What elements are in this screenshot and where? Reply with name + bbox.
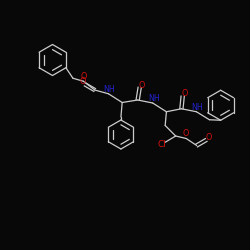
Text: O: O — [80, 72, 86, 81]
Text: NH: NH — [192, 103, 203, 112]
Text: O: O — [206, 133, 212, 142]
Text: NH: NH — [103, 85, 115, 94]
Text: O: O — [80, 78, 86, 86]
Text: NH: NH — [148, 94, 160, 103]
Text: O: O — [181, 89, 188, 98]
Text: O: O — [138, 80, 144, 90]
Text: Cl: Cl — [158, 140, 166, 149]
Text: O: O — [183, 130, 189, 138]
